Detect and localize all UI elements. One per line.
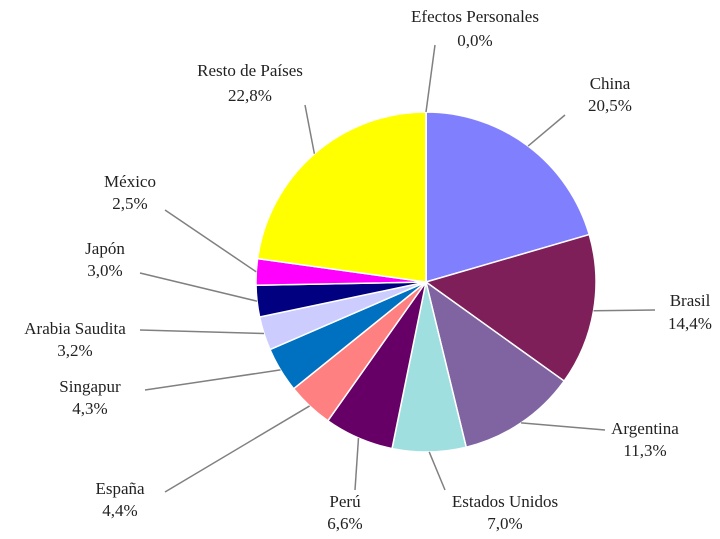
data-label-name: Estados Unidos [452,492,558,511]
data-label-value: 4,3% [72,399,107,418]
data-label-name: España [95,479,145,498]
data-label-value: 14,4% [668,314,712,333]
data-label-name: Japón [85,239,125,258]
leader-line [304,104,316,154]
data-label-name: Perú [329,492,361,511]
data-label-name: México [104,172,156,191]
data-label-value: 3,0% [87,261,122,280]
data-label-value: 4,4% [102,501,137,520]
data-label-name: Efectos Personales [411,7,539,26]
data-label-name: Argentina [611,419,679,438]
leader-line [354,437,360,491]
leader-line [527,114,566,147]
data-label-name: Resto de Países [197,61,303,80]
pie-slice [256,111,427,283]
data-label-value: 6,6% [327,514,362,533]
leader-line [425,44,436,113]
data-label-value: 2,5% [112,194,147,213]
data-label-value: 11,3% [623,441,666,460]
pie-slice [424,233,597,383]
leader-line [139,329,265,335]
data-label-name: China [590,74,631,93]
data-label-value: 7,0% [487,514,522,533]
data-label-value: 0,0% [457,31,492,50]
data-label-name: Brasil [670,291,711,310]
data-label-value: 20,5% [588,96,632,115]
data-label-name: Arabia Saudita [24,319,126,338]
data-label-value: 3,2% [57,341,92,360]
leader-line [428,451,446,491]
leader-line [593,309,656,312]
leader-line [139,272,258,302]
leader-line [521,422,606,431]
leader-line [144,369,281,391]
data-label-value: 22,8% [228,86,272,105]
leader-line [164,209,257,273]
data-label-name: Singapur [59,377,121,396]
pie-slice [425,111,591,283]
leader-line [164,405,311,493]
